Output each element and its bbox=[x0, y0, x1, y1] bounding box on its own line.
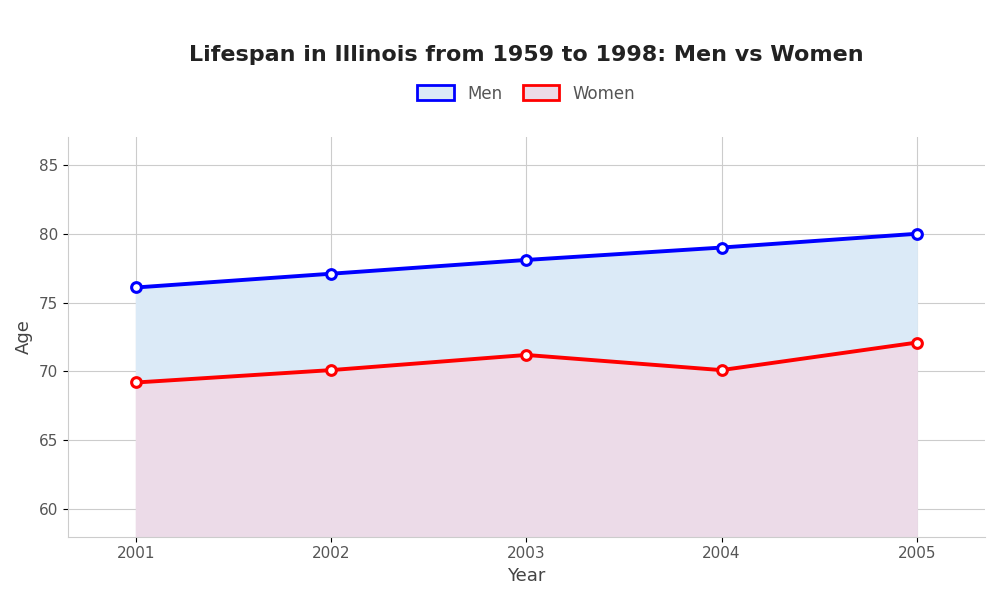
Y-axis label: Age: Age bbox=[15, 320, 33, 355]
Men bbox=[325, 270, 337, 277]
Women bbox=[716, 367, 728, 374]
Line: Men: Men bbox=[131, 229, 922, 292]
Men bbox=[716, 244, 728, 251]
X-axis label: Year: Year bbox=[507, 567, 546, 585]
Women bbox=[130, 379, 142, 386]
Women bbox=[325, 367, 337, 374]
Title: Lifespan in Illinois from 1959 to 1998: Men vs Women: Lifespan in Illinois from 1959 to 1998: … bbox=[189, 45, 864, 65]
Legend: Men, Women: Men, Women bbox=[411, 78, 642, 109]
Women bbox=[520, 352, 532, 359]
Men bbox=[911, 230, 923, 238]
Line: Women: Women bbox=[131, 338, 922, 388]
Women bbox=[911, 339, 923, 346]
Men bbox=[130, 284, 142, 291]
Men bbox=[520, 256, 532, 263]
